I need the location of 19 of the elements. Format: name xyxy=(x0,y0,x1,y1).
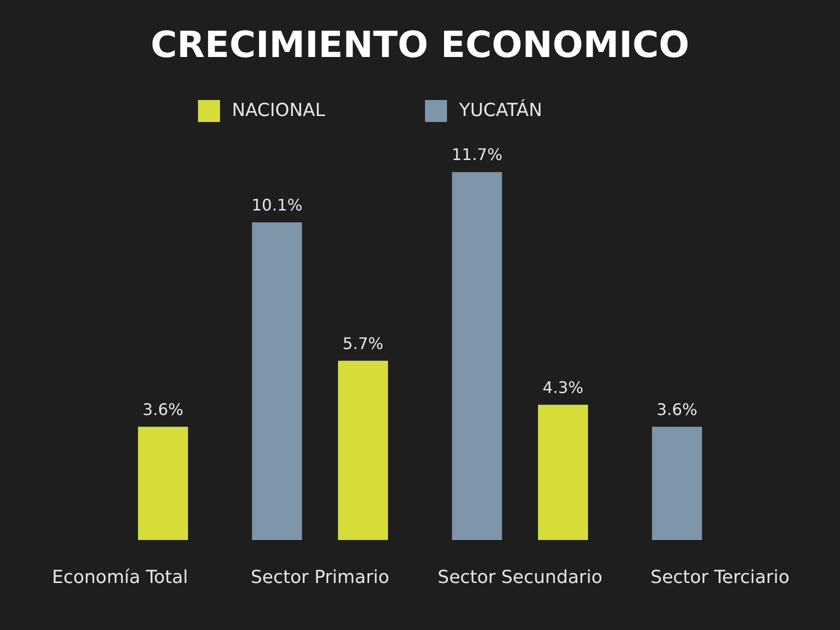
x-tick-label: Sector Secundario xyxy=(438,566,602,588)
bar xyxy=(652,426,702,540)
data-label: 3.6% xyxy=(142,400,184,419)
x-tick-label: Sector Terciario xyxy=(650,566,790,588)
bar xyxy=(252,222,302,540)
bar xyxy=(538,404,588,540)
bar xyxy=(338,360,388,540)
chart-title: CRECIMIENTO ECONOMICO xyxy=(150,24,690,68)
data-label: 3.6% xyxy=(656,400,698,419)
data-label: 4.3% xyxy=(542,378,584,397)
data-label: 10.1% xyxy=(252,195,302,214)
legend-label: NACIONAL xyxy=(232,100,326,121)
legend-label: YUCATÁN xyxy=(459,100,542,121)
data-label: 11.7% xyxy=(452,145,502,164)
x-tick-label: Sector Primario xyxy=(250,566,390,588)
bar xyxy=(138,426,188,540)
data-label: 5.7% xyxy=(342,334,384,353)
x-tick-label: Economía Total xyxy=(52,566,188,588)
bar xyxy=(452,172,502,540)
